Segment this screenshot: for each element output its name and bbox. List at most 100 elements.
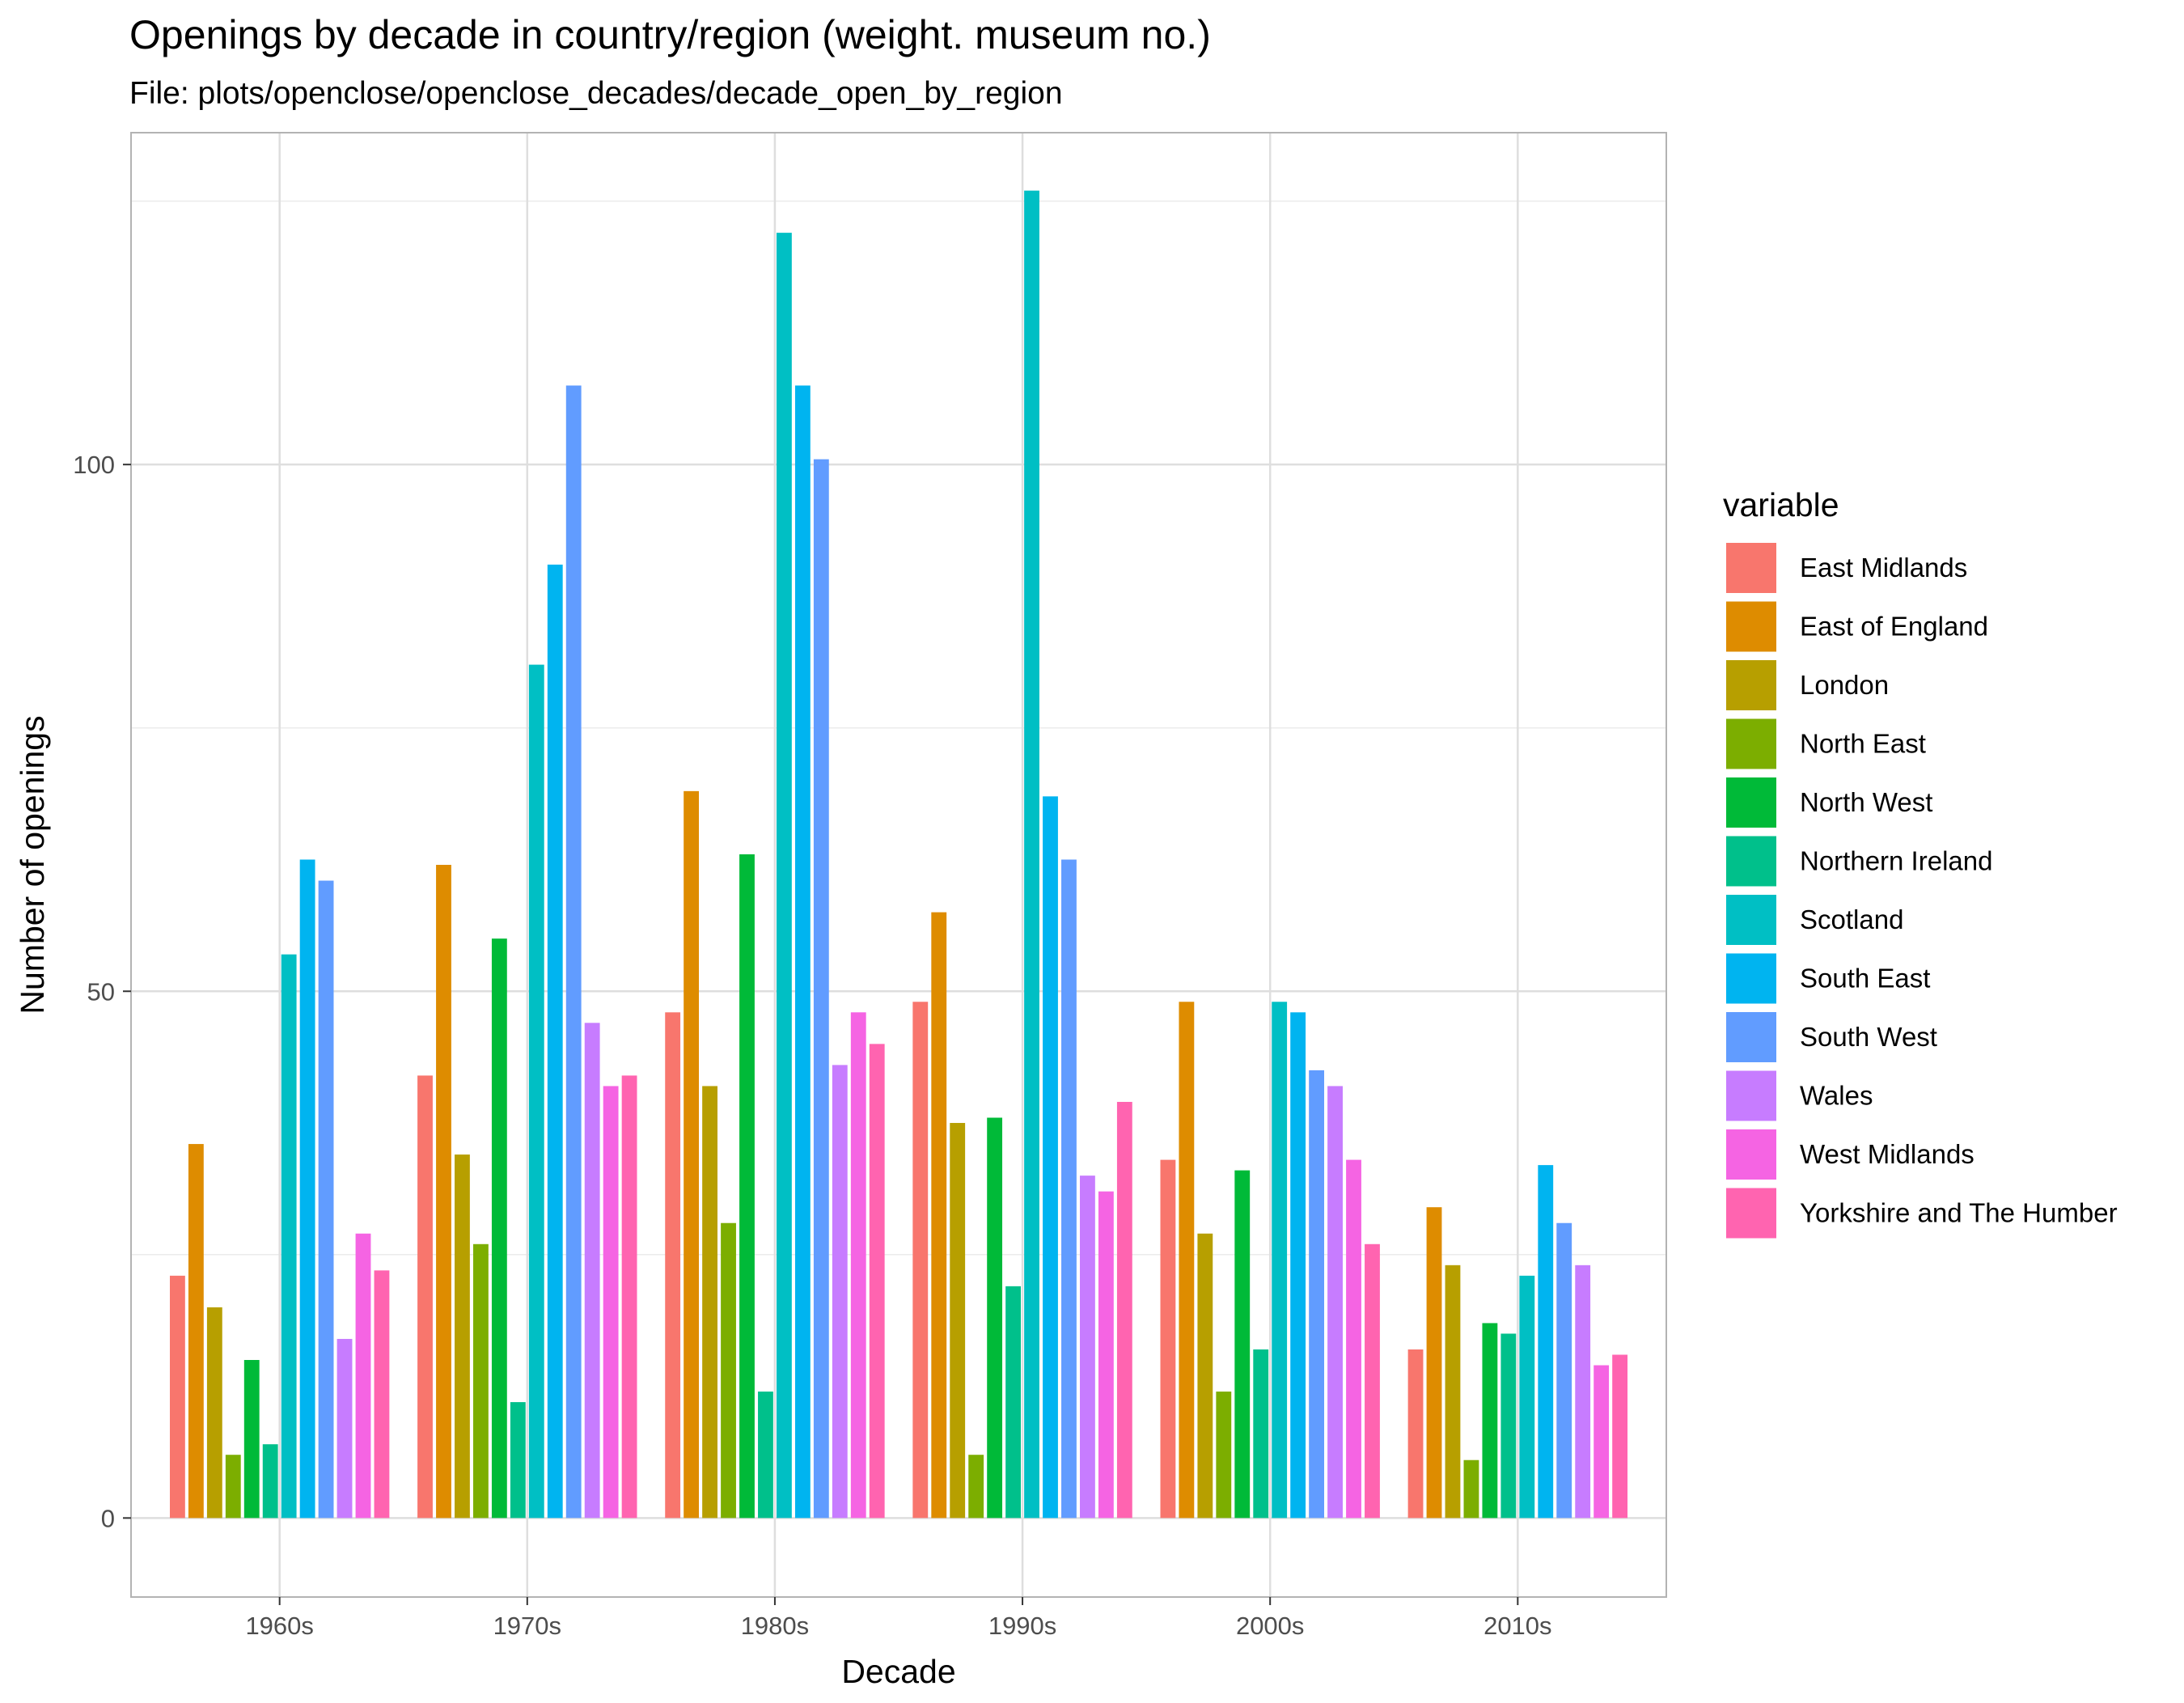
bar	[1575, 1265, 1591, 1519]
legend-label: East Midlands	[1800, 553, 1967, 582]
legend-label: West Midlands	[1800, 1139, 1974, 1169]
bar	[1272, 1002, 1288, 1519]
bar	[1500, 1333, 1517, 1519]
bar	[188, 1144, 204, 1519]
bar	[1482, 1323, 1498, 1519]
legend-key	[1726, 660, 1776, 710]
bar	[1160, 1159, 1176, 1519]
bar	[206, 1307, 222, 1519]
bar	[739, 854, 755, 1519]
bar	[702, 1086, 717, 1519]
x-tick-label: 1980s	[741, 1612, 809, 1640]
legend-label: North West	[1800, 787, 1932, 817]
x-tick-label: 1970s	[493, 1612, 561, 1640]
bar	[1043, 796, 1058, 1519]
bar	[299, 859, 315, 1519]
legend-key	[1726, 1070, 1776, 1121]
bar	[1098, 1191, 1114, 1519]
bar	[1024, 190, 1039, 1519]
bar	[281, 954, 297, 1519]
legend-label: North East	[1800, 729, 1926, 759]
bar	[1061, 859, 1077, 1519]
legend-label: London	[1800, 670, 1889, 700]
bar	[1234, 1170, 1251, 1519]
bar	[987, 1117, 1003, 1519]
bar	[1365, 1243, 1380, 1519]
bar	[684, 790, 700, 1519]
bar	[912, 1002, 929, 1519]
legend-title: variable	[1723, 486, 1839, 523]
legend-key	[1726, 1012, 1776, 1062]
x-axis-ticks: 1960s 1970s 1980s 1990s 2000s 2010s	[245, 1597, 1552, 1640]
bar	[374, 1270, 390, 1519]
legend-key	[1726, 777, 1776, 828]
bar	[832, 1065, 848, 1519]
legend-key	[1726, 836, 1776, 887]
panel-border	[130, 132, 1667, 1598]
bar	[336, 1338, 353, 1519]
bar	[621, 1075, 637, 1519]
x-tick-label: 2000s	[1236, 1612, 1304, 1640]
bar	[491, 938, 507, 1519]
x-tick-label: 1960s	[245, 1612, 313, 1640]
bar	[968, 1455, 984, 1519]
bar	[584, 1023, 600, 1519]
legend-key	[1726, 953, 1776, 1004]
bar	[869, 1044, 885, 1519]
bar	[528, 664, 544, 1519]
bar	[1594, 1365, 1610, 1519]
bar	[1538, 1165, 1554, 1519]
bar	[1290, 1012, 1306, 1519]
bar	[1463, 1459, 1479, 1519]
bar	[777, 232, 792, 1519]
bar	[455, 1154, 470, 1519]
legend-key	[1726, 543, 1776, 593]
legend-label: South West	[1800, 1022, 1937, 1052]
bar	[1407, 1349, 1424, 1519]
bar	[813, 459, 829, 1519]
bar	[1445, 1265, 1461, 1519]
x-tick-label: 2010s	[1484, 1612, 1551, 1640]
bar	[758, 1392, 773, 1519]
bar	[1519, 1275, 1535, 1519]
bar	[931, 912, 947, 1519]
bar	[1346, 1159, 1361, 1519]
chart-subtitle: File: plots/openclose/openclose_decades/…	[129, 76, 1063, 111]
y-tick-label: 0	[101, 1504, 115, 1532]
x-tick-label: 1990s	[988, 1612, 1056, 1640]
bar	[1216, 1392, 1232, 1519]
bar	[1005, 1286, 1021, 1519]
bar	[1080, 1176, 1095, 1519]
bar	[169, 1275, 185, 1519]
bar	[1179, 1002, 1195, 1519]
y-axis-label: Number of openings	[14, 715, 51, 1014]
legend-key	[1726, 895, 1776, 945]
bar	[665, 1012, 681, 1519]
grid-minor	[131, 200, 1666, 1256]
y-tick-label: 100	[73, 451, 115, 479]
bar	[1556, 1222, 1572, 1519]
bar	[225, 1455, 241, 1519]
bar	[472, 1243, 489, 1519]
bar	[1426, 1207, 1442, 1519]
legend-label: Northern Ireland	[1800, 846, 1992, 876]
bar	[794, 385, 811, 1519]
bar	[1197, 1233, 1213, 1519]
legend-label: East of England	[1800, 612, 1988, 642]
y-axis-ticks: 0 50 100	[73, 451, 131, 1532]
bar	[262, 1444, 278, 1519]
legend-label: South East	[1800, 964, 1930, 993]
legend-key	[1726, 601, 1776, 652]
bar	[1612, 1354, 1628, 1519]
x-axis-label: Decade	[841, 1653, 955, 1690]
bar	[1327, 1086, 1343, 1519]
bar	[318, 880, 334, 1519]
legend-key	[1726, 718, 1776, 769]
bar	[850, 1012, 866, 1519]
legend-label: Wales	[1800, 1081, 1873, 1111]
bar	[1116, 1101, 1132, 1519]
bar	[355, 1233, 371, 1519]
legend: East Midlands East of England London North …	[1726, 543, 2118, 1239]
